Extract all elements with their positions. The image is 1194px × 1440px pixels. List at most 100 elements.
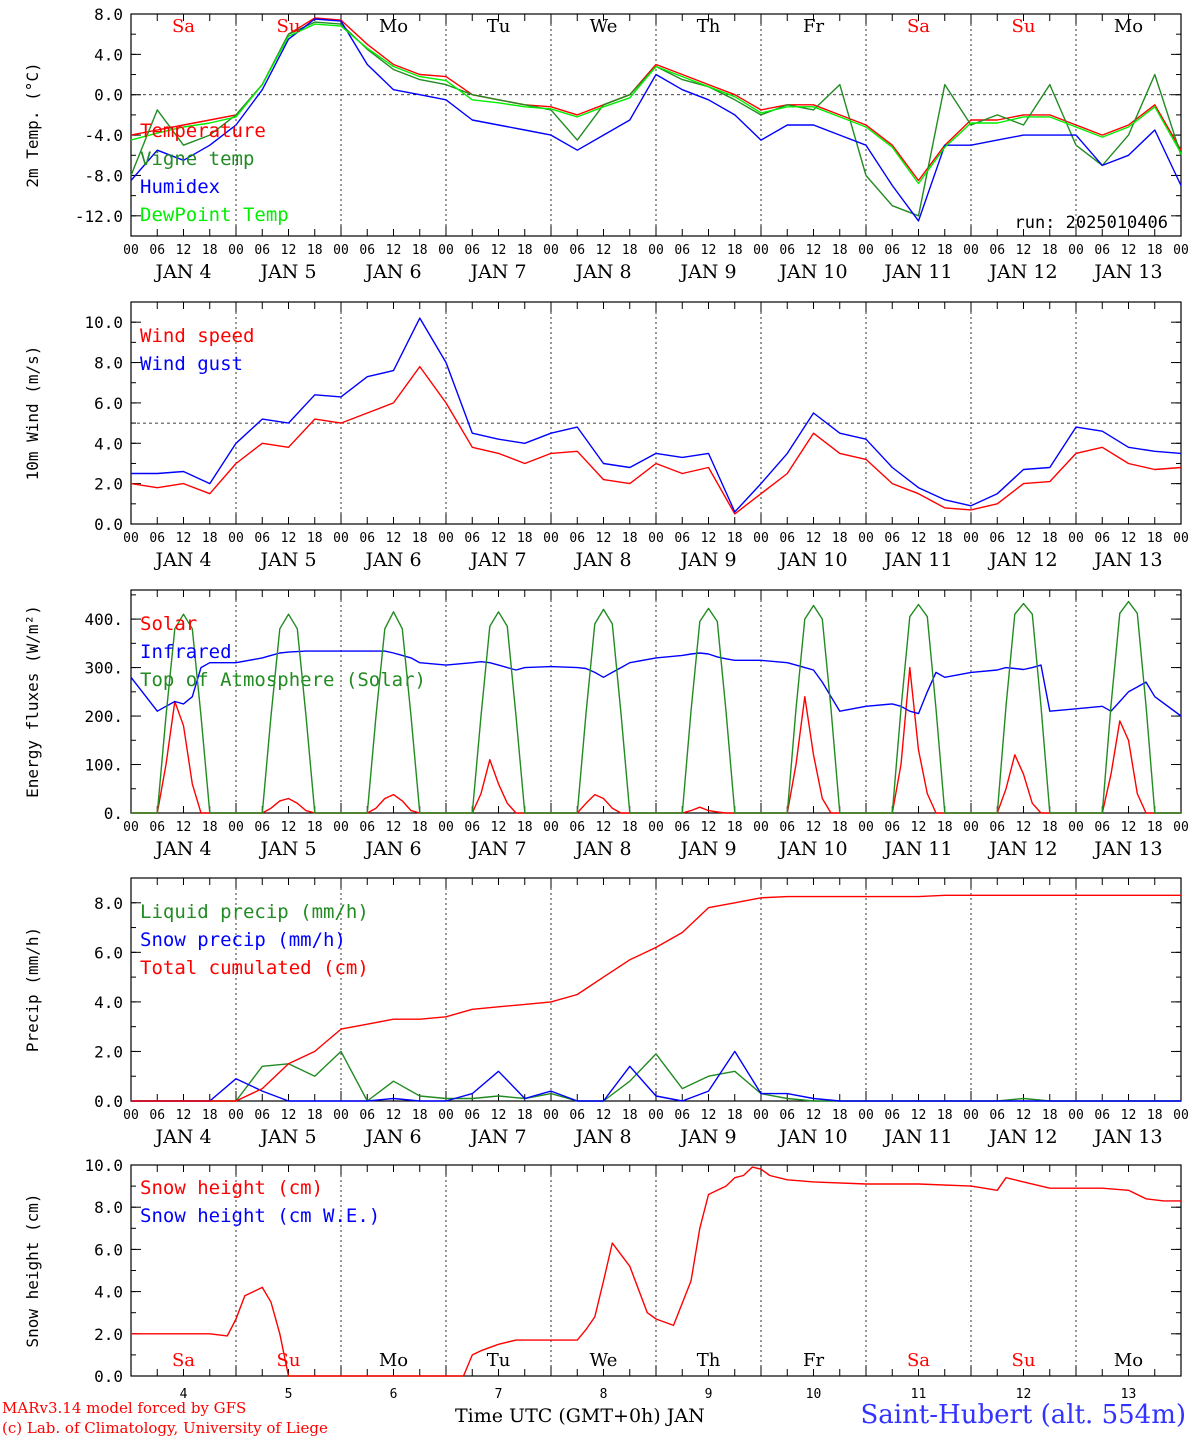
x-hour-label: 00 — [543, 820, 559, 835]
legend-entry: Humidex — [140, 176, 220, 198]
x-hour-label: 00 — [1173, 1108, 1189, 1123]
x-hour-label: 18 — [727, 531, 743, 546]
x-hour-label: 12 — [281, 820, 297, 835]
x-date-label: JAN 13 — [1092, 838, 1162, 860]
x-hour-label: 06 — [149, 820, 165, 835]
x-hour-label: 18 — [307, 531, 323, 546]
day-label: Su — [277, 16, 301, 37]
x-hour-label: 06 — [674, 820, 690, 835]
day-label: Su — [277, 1350, 301, 1371]
x-date-label: JAN 8 — [573, 1126, 631, 1148]
series-line — [131, 1050, 1181, 1102]
legend-entry: Liquid precip (mm/h) — [140, 901, 369, 923]
y-tick-label: 6.0 — [94, 943, 123, 962]
x-hour-label: 06 — [359, 1108, 375, 1123]
x-hour-label: 12 — [701, 1108, 717, 1123]
x-date-label: JAN 7 — [468, 261, 526, 283]
x-date-label: JAN 8 — [573, 549, 631, 571]
x-date-label: JAN 12 — [987, 261, 1057, 283]
x-day-number: 9 — [705, 1387, 713, 1402]
panel-1: 8.0 4.0 0.0 -4.0 -8.0 -12.0 2m Temp. (°C) Tempe… — [23, 5, 1189, 283]
x-hour-label: 06 — [674, 243, 690, 258]
x-hour-label: 12 — [281, 1108, 297, 1123]
legend-entry: Snow height (cm W.E.) — [140, 1205, 380, 1227]
x-hour-label: 12 — [176, 1108, 192, 1123]
x-hour-label: 12 — [176, 820, 192, 835]
legend-entry: Solar — [140, 613, 197, 635]
x-date-label: JAN 5 — [258, 549, 316, 571]
x-hour-label: 06 — [254, 1108, 270, 1123]
x-hour-label: 00 — [228, 531, 244, 546]
x-hour-label: 12 — [1121, 1108, 1137, 1123]
y-tick-label: 0.0 — [94, 86, 123, 105]
day-label: We — [590, 1350, 618, 1371]
x-hour-label: 18 — [1147, 243, 1163, 258]
x-hour-label: 06 — [989, 243, 1005, 258]
day-label: Su — [1012, 1350, 1036, 1371]
x-hour-label: 00 — [753, 531, 769, 546]
x-hour-label: 18 — [412, 531, 428, 546]
x-hour-label: 06 — [254, 531, 270, 546]
x-hour-label: 18 — [832, 1108, 848, 1123]
y-tick-label: -8.0 — [84, 166, 123, 185]
y-tick-label: 10.0 — [84, 1156, 123, 1175]
y-tick-label: 0. — [104, 804, 123, 823]
x-hour-label: 06 — [1094, 820, 1110, 835]
x-hour-label: 00 — [438, 820, 454, 835]
x-hour-label: 00 — [858, 243, 874, 258]
x-hour-label: 12 — [491, 1108, 507, 1123]
series-line — [131, 1050, 1181, 1102]
x-hour-label: 18 — [517, 820, 533, 835]
panel-3: 400. 300. 200. 100. 0. Energy fluxes (W/m²) So… — [23, 589, 1189, 860]
day-label: Tu — [487, 16, 511, 37]
x-date-label: JAN 9 — [678, 838, 736, 860]
x-hour-label: 06 — [254, 820, 270, 835]
x-hour-label: 18 — [1042, 531, 1058, 546]
x-hour-label: 06 — [569, 1108, 585, 1123]
x-hour-label: 00 — [333, 243, 349, 258]
x-hour-label: 06 — [674, 531, 690, 546]
x-hour-label: 18 — [517, 243, 533, 258]
station-name: Saint-Hubert (alt. 554m) — [860, 1400, 1186, 1430]
x-hour-label: 18 — [1147, 531, 1163, 546]
x-hour-label: 18 — [832, 243, 848, 258]
day-label: Sa — [172, 1350, 195, 1371]
x-hour-label: 06 — [464, 243, 480, 258]
x-hour-label: 06 — [569, 820, 585, 835]
x-date-label: JAN 8 — [573, 838, 631, 860]
x-hour-label: 18 — [937, 243, 953, 258]
y-tick-label: 8.0 — [94, 1198, 123, 1217]
legend-entry: Total cumulated (cm) — [140, 957, 369, 979]
x-hour-label: 12 — [806, 820, 822, 835]
x-date-label: JAN 10 — [777, 1126, 847, 1148]
x-hour-label: 12 — [1121, 820, 1137, 835]
y-tick-label: 0.0 — [94, 1092, 123, 1111]
x-date-label: JAN 7 — [468, 838, 526, 860]
x-hour-label: 00 — [753, 1108, 769, 1123]
x-hour-label: 18 — [307, 243, 323, 258]
y-tick-label: 2.0 — [94, 1325, 123, 1344]
x-date-label: JAN 4 — [153, 838, 211, 860]
x-hour-label: 12 — [1121, 243, 1137, 258]
x-hour-label: 00 — [438, 243, 454, 258]
credits: MARv3.14 model forced by GFS (c) Lab. of… — [2, 1398, 328, 1438]
x-hour-label: 12 — [281, 531, 297, 546]
x-hour-label: 06 — [254, 243, 270, 258]
x-date-label: JAN 6 — [363, 549, 421, 571]
x-hour-label: 12 — [1016, 1108, 1032, 1123]
x-hour-label: 06 — [989, 1108, 1005, 1123]
day-label: Mo — [379, 16, 408, 37]
y-axis-label: Snow height (cm) — [23, 1193, 42, 1347]
x-hour-label: 06 — [884, 243, 900, 258]
day-label: Th — [697, 16, 721, 37]
x-date-label: JAN 11 — [882, 261, 952, 283]
x-hour-label: 00 — [1068, 1108, 1084, 1123]
y-tick-label: 6.0 — [94, 394, 123, 413]
x-hour-label: 00 — [1068, 243, 1084, 258]
y-tick-label: 0.0 — [94, 1367, 123, 1386]
x-day-number: 4 — [180, 1387, 188, 1402]
series-line — [130, 21, 1182, 217]
x-hour-label: 00 — [333, 1108, 349, 1123]
x-date-label: JAN 7 — [468, 1126, 526, 1148]
